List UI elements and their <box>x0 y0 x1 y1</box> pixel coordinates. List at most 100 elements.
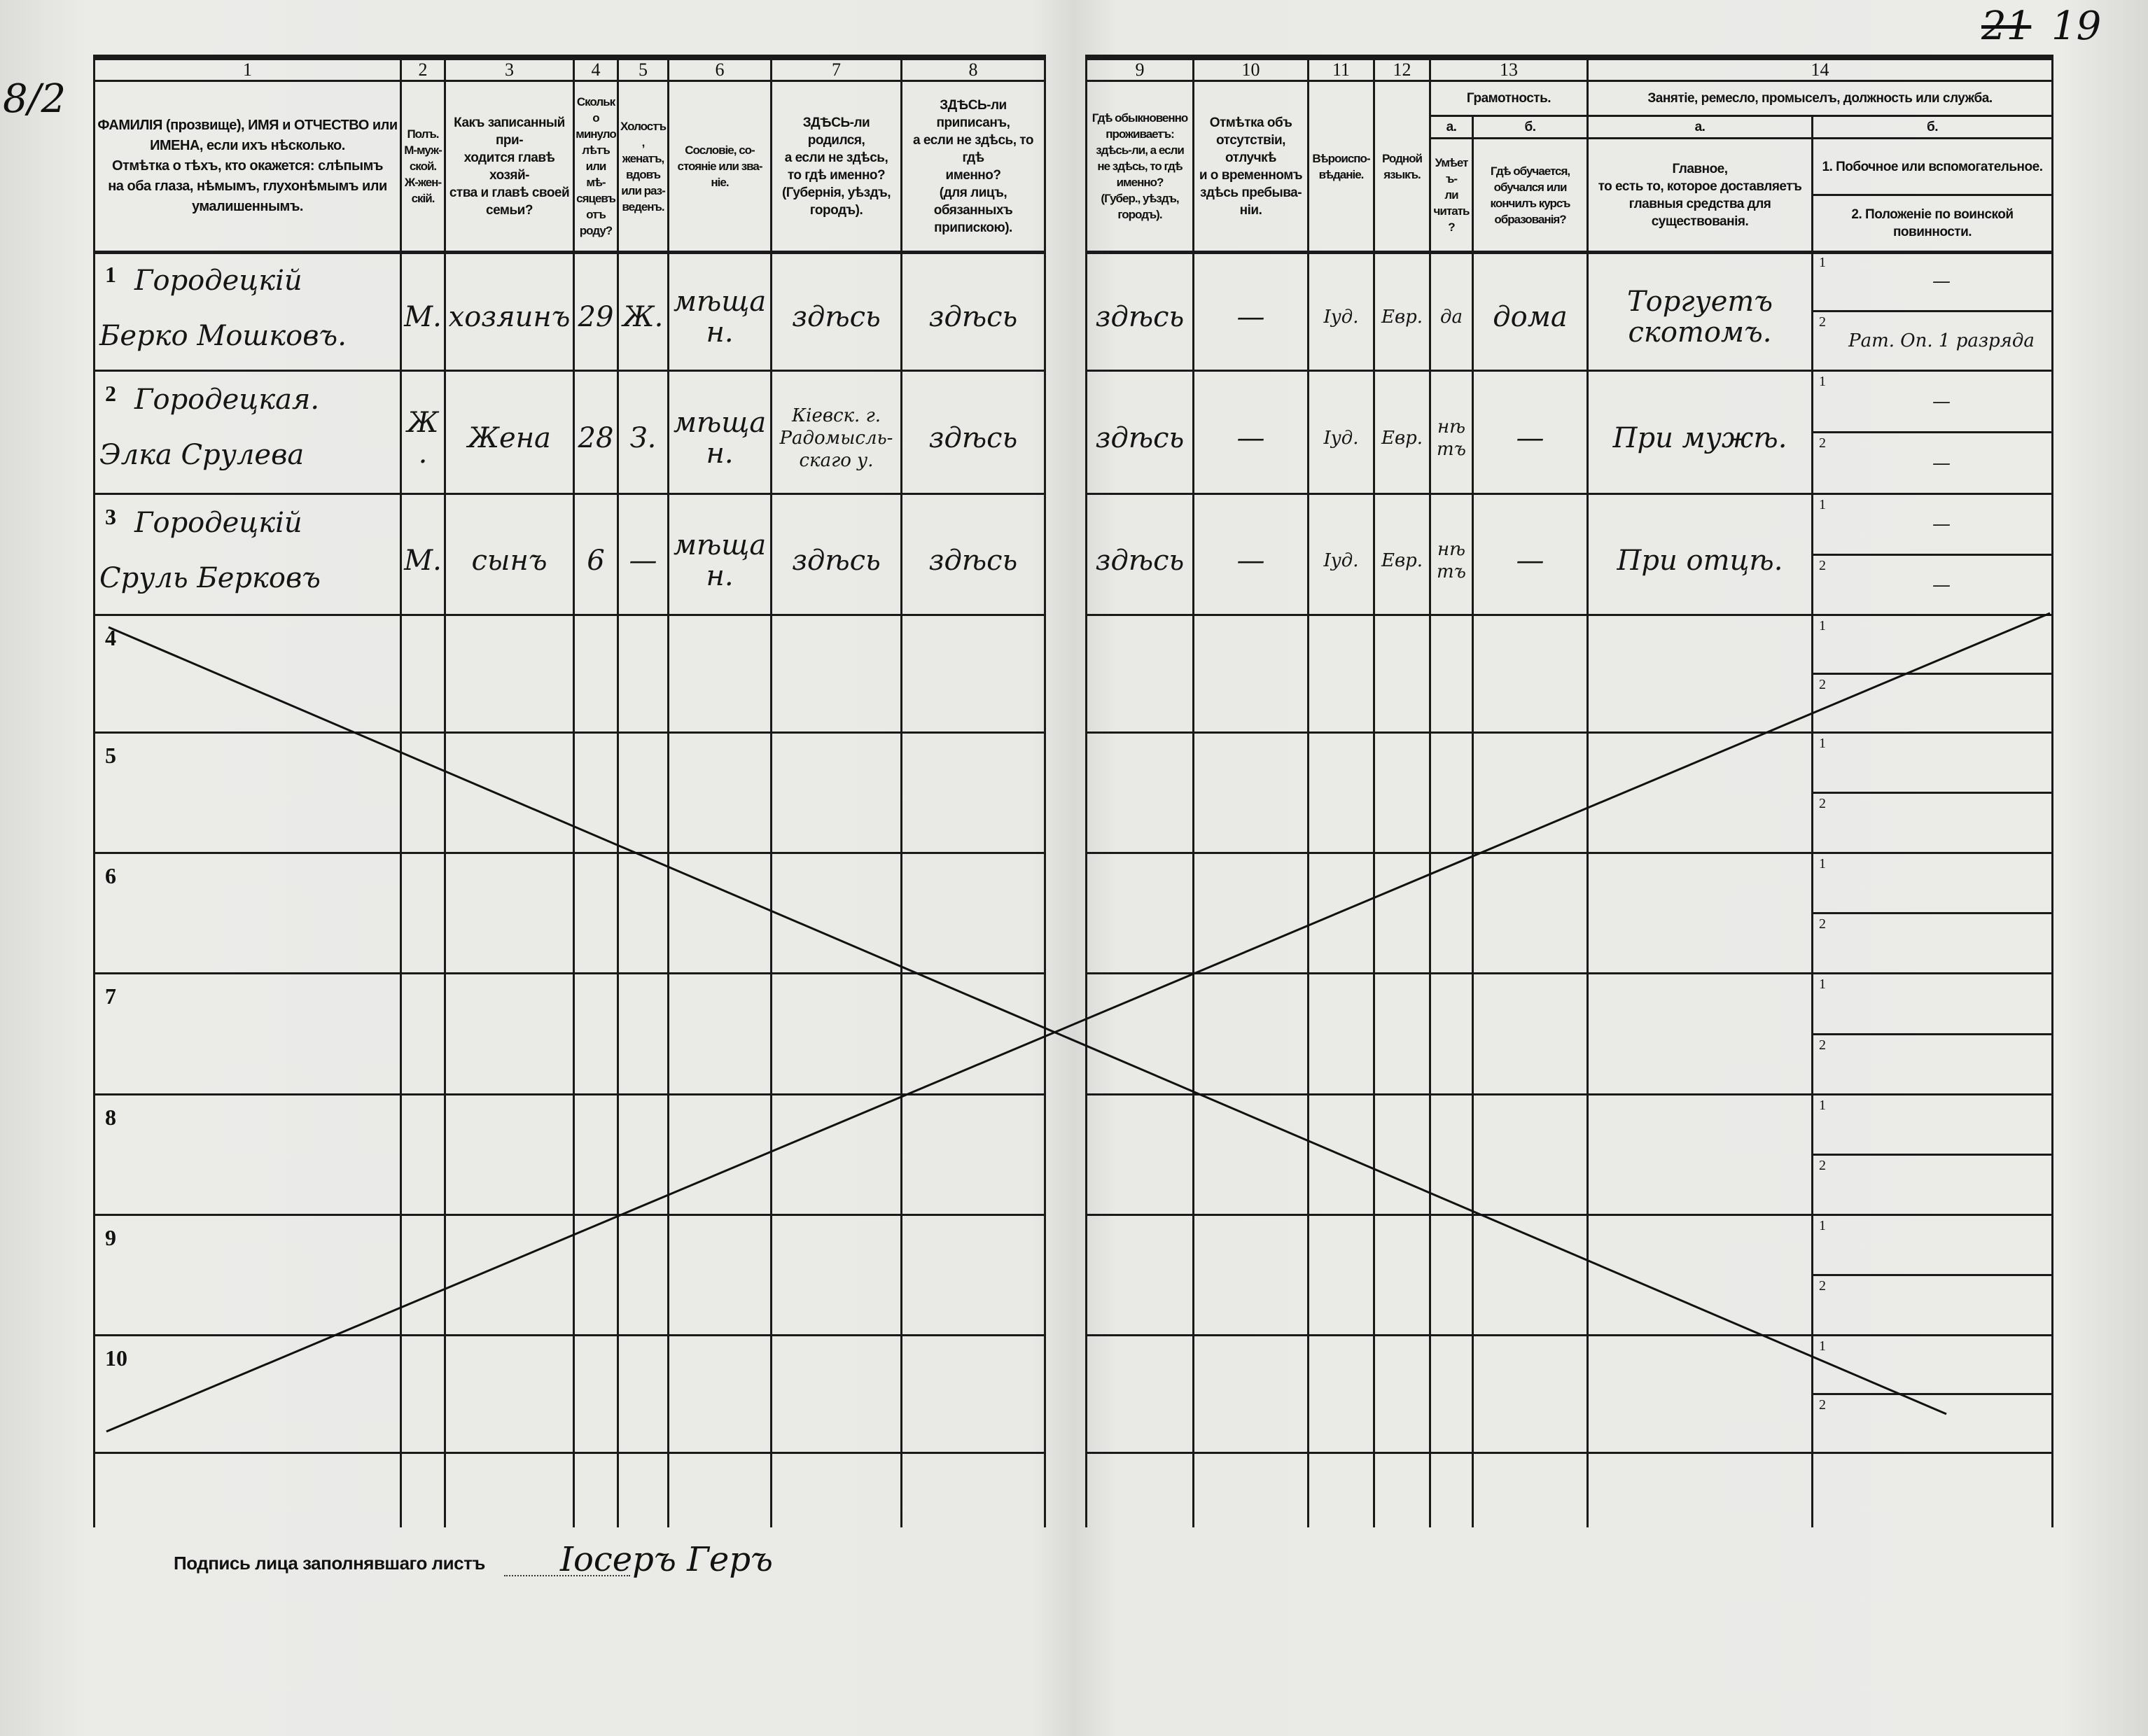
entry-absence: — <box>1236 422 1265 454</box>
column-number: 9 <box>1135 60 1145 80</box>
column-divider <box>617 57 619 1527</box>
row-number: 6 <box>105 863 116 888</box>
column-divider <box>1307 57 1309 1527</box>
entry-born: здѣсь <box>792 301 881 333</box>
row-divider <box>1586 115 2053 117</box>
cross-line-up <box>106 612 2051 1433</box>
signature-label: Подпись лица заполнявшаго листъ <box>174 1553 485 1574</box>
row-divider <box>1085 1214 2053 1216</box>
entry-language: Евр. <box>1381 307 1423 328</box>
row-divider <box>93 80 1046 82</box>
crossed-page-number: 21 <box>1981 4 2032 49</box>
entry-surname: Городецкій <box>134 507 302 539</box>
signature-line <box>504 1575 630 1576</box>
sub-label-2: 2 <box>1819 1037 1826 1053</box>
entry-secondary-occupation: — <box>1932 514 1951 535</box>
column-divider <box>1192 57 1194 1527</box>
group14-sub-b: б. <box>1926 120 1939 134</box>
entry-marital: — <box>629 544 657 577</box>
sub-label-1: 1 <box>1819 374 1826 389</box>
entry-estate: мѣщан. <box>673 528 767 592</box>
sub-label-1: 1 <box>1819 1218 1826 1233</box>
entry-residence: здѣсь <box>1095 301 1185 333</box>
entry-age: 29 <box>578 301 614 333</box>
entry-reads: нѣтъ <box>1437 416 1466 460</box>
entry-registered: здѣсь <box>928 301 1018 333</box>
entry-religion: Іуд. <box>1323 307 1359 328</box>
row-number: 8 <box>105 1105 116 1130</box>
sub-label-1: 1 <box>1819 255 1826 270</box>
group14-title: Занятіе, ремесло, промыселъ, должность и… <box>1647 91 1993 106</box>
entry-estate: мѣщан. <box>673 286 767 349</box>
column-number: 11 <box>1332 60 1351 80</box>
row-divider <box>93 370 1046 372</box>
header-bottom <box>93 251 1046 254</box>
column-header: Родной языкъ. <box>1382 151 1423 181</box>
entry-age: 28 <box>578 422 614 454</box>
sub-label-2: 2 <box>1819 1397 1826 1413</box>
column-number: 7 <box>832 60 841 80</box>
group13-title: Грамотность. <box>1466 91 1551 106</box>
row-divider <box>1085 1334 2053 1336</box>
group13-b-text: Гдѣ обучается, обучался или кончилъ курс… <box>1490 164 1571 226</box>
row-divider <box>1085 493 2053 495</box>
column-divider <box>667 57 669 1527</box>
entry-registered: здѣсь <box>928 422 1018 454</box>
column-header: Какъ записанный при- ходится главѣ хозяй… <box>449 115 570 218</box>
sub-label-1: 1 <box>1819 1098 1826 1113</box>
signature-value: Іосеръ Геръ <box>560 1540 774 1579</box>
entry-secondary-occupation: — <box>1932 391 1951 412</box>
row-divider <box>93 1093 1046 1096</box>
sub-label-1: 1 <box>1819 856 1826 872</box>
entry-sex: М. <box>404 544 442 577</box>
entry-military-status: — <box>1932 574 1951 596</box>
entry-reads: да <box>1440 307 1463 328</box>
sub-label-2: 2 <box>1819 435 1826 451</box>
group14-number: 14 <box>1811 60 1829 80</box>
row-number: 4 <box>105 625 116 650</box>
entry-born: Кіевск. г. Радомысль- скаго у. <box>779 405 893 471</box>
column-divider <box>1429 57 1431 1527</box>
column-header: Сословіе, со- стояніе или зва- ніе. <box>677 144 762 189</box>
entry-born: здѣсь <box>792 544 881 577</box>
sub-row-divider <box>1811 1393 2053 1395</box>
group14-b1-text: 1. Побочное или вспомогательное. <box>1822 159 2043 174</box>
row-divider <box>93 614 1046 616</box>
sub-label-1: 1 <box>1819 736 1826 751</box>
entry-relation: хозяинъ <box>448 301 571 333</box>
row-divider <box>93 1452 1046 1454</box>
entry-occupation: При мужѣ. <box>1612 422 1787 454</box>
row-number: 10 <box>105 1345 127 1371</box>
column-divider <box>900 57 902 1527</box>
entry-sex: М. <box>404 301 442 333</box>
group14-b2-text: 2. Положеніе по воинской повинности. <box>1851 207 2014 239</box>
row-number: 5 <box>105 743 116 768</box>
entry-estate: мѣщан. <box>673 407 767 470</box>
entry-given-name: Берко Мошковъ. <box>99 320 347 352</box>
sub-row-divider <box>1811 310 2053 312</box>
column-divider <box>444 57 446 1527</box>
entry-religion: Іуд. <box>1323 428 1359 449</box>
entry-marital: Ж. <box>622 301 664 333</box>
row-divider <box>1085 732 2053 734</box>
entry-secondary-occupation: — <box>1932 271 1951 292</box>
column-header: Вѣроиспо- вѣданіе. <box>1312 151 1370 181</box>
group13-number: 13 <box>1500 60 1518 80</box>
sub-row-divider <box>1811 1274 2053 1276</box>
column-number: 2 <box>418 60 428 80</box>
sub-label-2: 2 <box>1819 314 1826 330</box>
row-number: 2 <box>105 381 116 406</box>
sub-row-divider <box>1811 912 2053 914</box>
entry-age: 6 <box>587 544 605 577</box>
sub-row-divider <box>1811 1154 2053 1156</box>
entry-given-name: Сруль Берковъ <box>99 562 321 594</box>
entry-surname: Городецкій <box>134 265 302 297</box>
group13-sub-b: б. <box>1524 120 1536 134</box>
row-divider <box>1085 972 2053 974</box>
row-divider <box>1085 852 2053 854</box>
entry-military-status: — <box>1932 452 1951 474</box>
column-divider <box>573 57 575 1527</box>
entry-education: — <box>1516 544 1544 577</box>
column-header: Холостъ, женатъ, вдовъ или раз- веденъ. <box>620 119 667 214</box>
entry-sex: Ж. <box>407 407 439 470</box>
